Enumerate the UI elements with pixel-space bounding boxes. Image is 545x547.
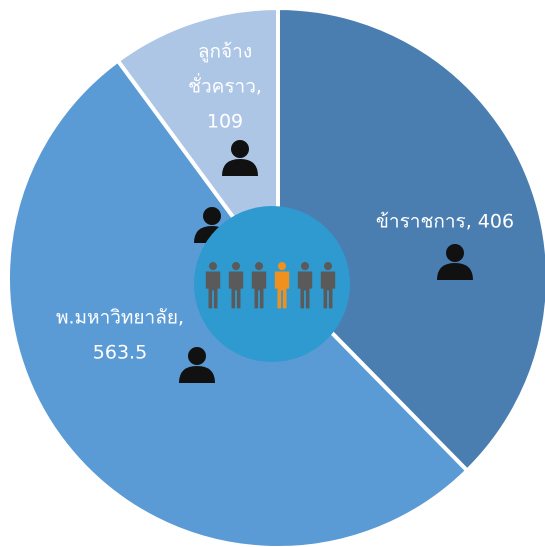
slice-label: ชั่วคราว, xyxy=(188,73,262,98)
slice-label: ข้าราชการ, 406 xyxy=(376,211,514,233)
labels: ข้าราชการ, 406 พ.มหาวิทยาลัย, 563.5 ลูกจ้าง… xyxy=(56,41,514,364)
slice xyxy=(276,6,545,473)
slice-label: ลูกจ้าง xyxy=(198,41,252,63)
slice xyxy=(115,6,280,280)
slice-label: 563.5 xyxy=(93,342,147,364)
decoration xyxy=(179,140,473,383)
slice-label: พ.มหาวิทยาลัย, xyxy=(56,307,184,329)
center-circle xyxy=(194,206,350,362)
slice-label: 109 xyxy=(207,111,243,133)
